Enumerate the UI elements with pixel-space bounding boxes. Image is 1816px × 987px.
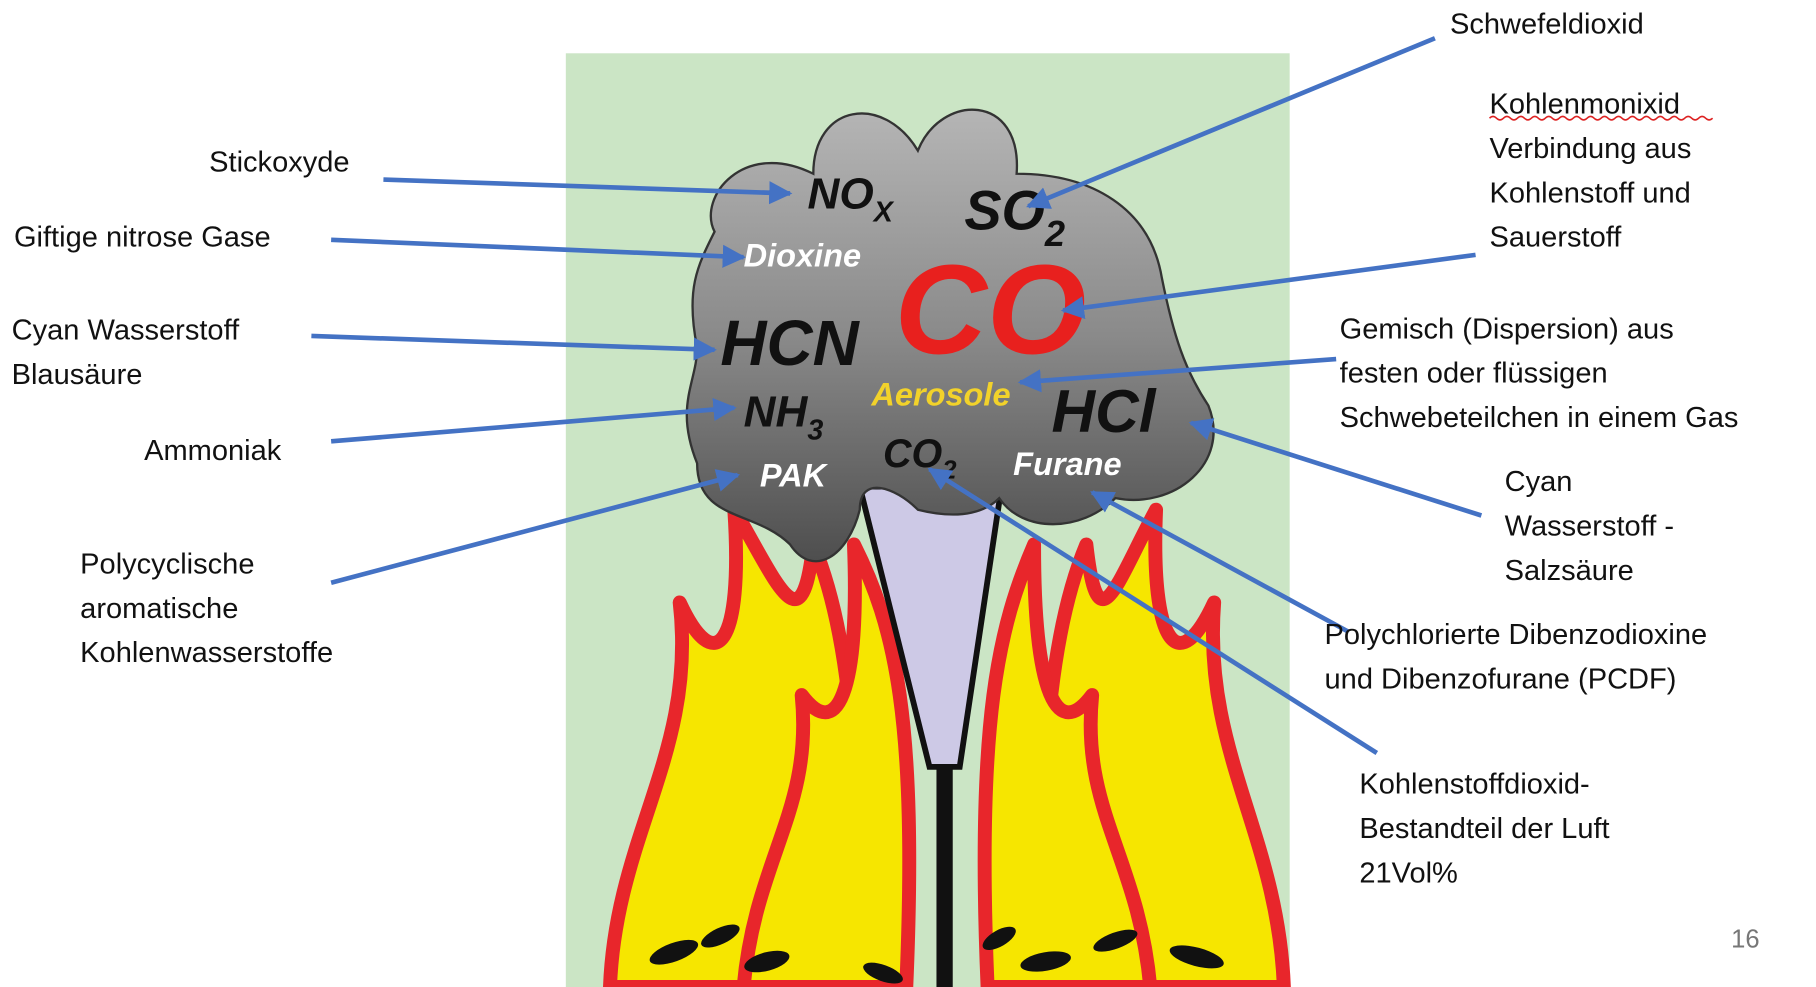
label-line: festen oder flüssigen [1340, 358, 1608, 390]
label-line: Sauerstoff [1490, 222, 1623, 254]
smoke-column-stem [936, 765, 952, 987]
cloud-label-text: Aerosole [870, 377, 1010, 413]
label-line: Stickoxyde [209, 146, 349, 178]
cloud-label-text: Furane [1013, 446, 1121, 482]
label-line: Gemisch (Dispersion) aus [1340, 313, 1674, 345]
label-line: Polycyclische [80, 548, 254, 580]
cloud-label: HCN [720, 307, 860, 379]
cloud-label-text: PAK [760, 458, 829, 494]
label-line: Kohlenstoff und [1490, 177, 1691, 209]
cloud-label-text: Dioxine [744, 237, 861, 273]
page-number: 16 [1731, 926, 1759, 954]
label-line: aromatische [80, 593, 238, 625]
cloud-label-subscript: X [872, 197, 895, 229]
cloud-label: CO [895, 238, 1087, 381]
label-line: Kohlenstoffdioxid- [1359, 769, 1589, 801]
cloud-label: PAK [760, 458, 829, 494]
cloud-label-text: SO [964, 179, 1045, 241]
label-line: Schwebeteilchen in einem Gas [1340, 402, 1739, 434]
cloud-label-subscript: 3 [807, 415, 823, 447]
label-line: Kohlenmonixid [1490, 89, 1681, 121]
label-line: Giftige nitrose Gase [14, 222, 271, 254]
label-line: Kohlenwasserstoffe [80, 637, 333, 669]
cloud-label-text: HCl [1051, 377, 1156, 445]
label-line: Bestandteil der Luft [1359, 813, 1609, 845]
label-line: Schwefeldioxid [1450, 9, 1644, 41]
label-line: Ammoniak [144, 435, 282, 467]
cloud-label-text: NO [807, 170, 873, 219]
label-line: Wasserstoff - [1505, 511, 1674, 543]
cloud-label: Furane [1013, 446, 1121, 482]
label-line: 21Vol% [1359, 857, 1458, 889]
cloud-label-text: HCN [720, 307, 860, 379]
label-line: Salzsäure [1505, 555, 1634, 587]
cloud-label: Dioxine [744, 237, 861, 273]
cloud-label: Aerosole [870, 377, 1010, 413]
cloud-label: HCl [1051, 377, 1156, 445]
label-line: Cyan Wasserstoff [12, 314, 241, 346]
label-line: Cyan [1505, 466, 1573, 498]
label-line: Verbindung aus [1490, 133, 1692, 165]
cloud-label-text: NH [744, 387, 809, 436]
label-line: Polychlorierte Dibenzodioxine [1325, 619, 1708, 651]
label-line: und Dibenzofurane (PCDF) [1325, 664, 1677, 696]
slide: NOXSO2DioxineCOHCNAerosoleHClNH3CO2Furan… [0, 0, 1816, 987]
label-line: Blausäure [12, 359, 143, 391]
cloud-label-text: CO [895, 238, 1087, 381]
